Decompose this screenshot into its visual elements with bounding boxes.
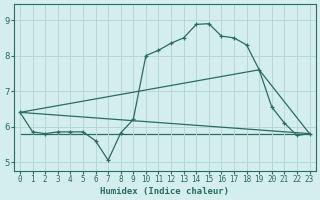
X-axis label: Humidex (Indice chaleur): Humidex (Indice chaleur) [100,187,229,196]
